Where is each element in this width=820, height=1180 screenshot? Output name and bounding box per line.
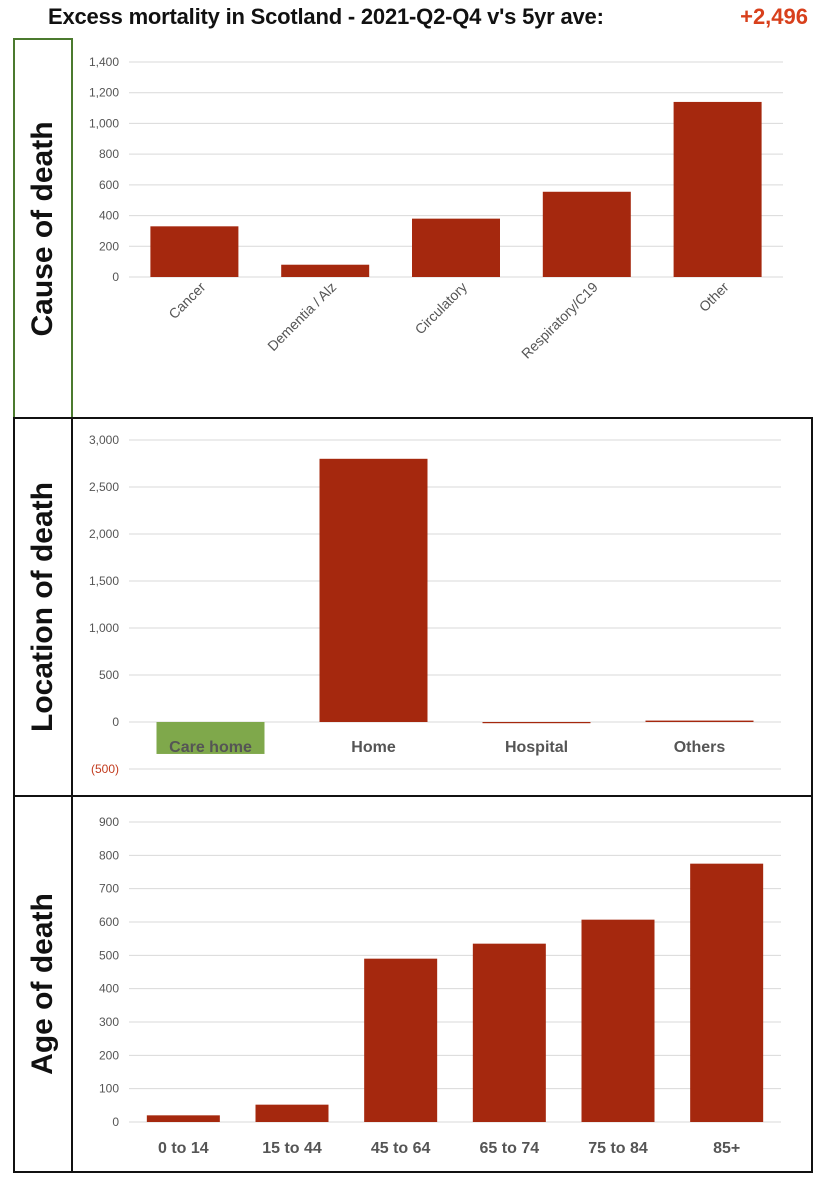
y-tick-label: 500 — [99, 668, 119, 682]
bar — [319, 458, 428, 722]
y-tick-label: 1,000 — [89, 116, 119, 130]
bar — [150, 226, 239, 277]
excess-total: +2,496 — [740, 4, 808, 29]
category-label: Respiratory/C19 — [518, 279, 601, 362]
y-tick-label: 500 — [99, 948, 119, 962]
category-label: 45 to 64 — [371, 1140, 431, 1157]
bar — [581, 919, 655, 1122]
bar — [472, 943, 546, 1122]
category-label: Care home — [169, 739, 252, 756]
title-row: Excess mortality in Scotland - 2021-Q2-Q… — [0, 0, 820, 38]
y-tick-label: 0 — [112, 270, 119, 284]
y-tick-label: 1,200 — [89, 86, 119, 100]
y-tick-label: 600 — [99, 915, 119, 929]
y-tick-label: 2,000 — [89, 527, 119, 541]
bar — [364, 958, 438, 1122]
cause-of-death-chart: 0 200 400 600 800 1,000 1,200 1,400 Cancer Dement… — [89, 55, 783, 362]
bar — [281, 264, 370, 277]
category-label: 85+ — [713, 1140, 740, 1157]
age-of-death-chart: 0 100 200 300 400 500 600 700 800 900 0 to 14 15 to… — [99, 815, 781, 1157]
y-tick-label: 800 — [99, 147, 119, 161]
y-tick-label: (500) — [91, 762, 119, 776]
bar — [146, 1115, 220, 1122]
y-tick-label: 2,500 — [89, 480, 119, 494]
bar — [690, 863, 764, 1122]
bar — [156, 722, 265, 754]
y-tick-label: 1,000 — [89, 621, 119, 635]
age-of-death-label: Age of death — [26, 893, 59, 1075]
category-label: Home — [351, 739, 396, 756]
bar — [542, 191, 631, 277]
category-label: 65 to 74 — [480, 1140, 540, 1157]
bar — [482, 722, 591, 724]
category-label: Other — [696, 279, 732, 315]
y-tick-label: 400 — [99, 209, 119, 223]
page-title: Excess mortality in Scotland - 2021-Q2-Q… — [48, 4, 604, 29]
y-tick-label: 0 — [112, 1115, 119, 1129]
bar — [255, 1104, 329, 1122]
age-of-death-side: Age of death — [15, 797, 73, 1171]
category-label: Hospital — [505, 739, 568, 756]
y-tick-label: 100 — [99, 1082, 119, 1096]
y-tick-label: 200 — [99, 239, 119, 253]
y-tick-label: 200 — [99, 1048, 119, 1062]
y-tick-label: 600 — [99, 178, 119, 192]
location-of-death-chart: (500) 0 500 1,000 1,500 2,000 2,500 3,000 Care h… — [89, 433, 781, 776]
category-label: Others — [674, 739, 726, 756]
bar — [645, 720, 754, 722]
y-tick-label: 1,400 — [89, 55, 119, 69]
y-tick-label: 1,500 — [89, 574, 119, 588]
bar — [412, 218, 500, 277]
category-label: 0 to 14 — [158, 1140, 209, 1157]
age-of-death-panel: Age of death — [13, 795, 813, 1173]
y-tick-label: 900 — [99, 815, 119, 829]
cause-of-death-panel: Cause of death — [13, 38, 73, 419]
category-label: 75 to 84 — [588, 1140, 648, 1157]
y-tick-label: 0 — [112, 715, 119, 729]
category-label: Cancer — [165, 279, 208, 322]
y-tick-label: 400 — [99, 982, 119, 996]
location-of-death-side: Location of death — [15, 419, 73, 795]
category-label: Dementia / Alz — [264, 279, 339, 354]
cause-of-death-side: Cause of death — [15, 40, 73, 417]
y-tick-label: 700 — [99, 882, 119, 896]
category-label: Circulatory — [411, 279, 470, 338]
y-tick-label: 3,000 — [89, 433, 119, 447]
bar — [673, 101, 762, 277]
location-of-death-label: Location of death — [26, 482, 59, 732]
cause-of-death-label: Cause of death — [26, 120, 59, 337]
y-tick-label: 300 — [99, 1015, 119, 1029]
y-tick-label: 800 — [99, 848, 119, 862]
category-label: 15 to 44 — [262, 1140, 322, 1157]
